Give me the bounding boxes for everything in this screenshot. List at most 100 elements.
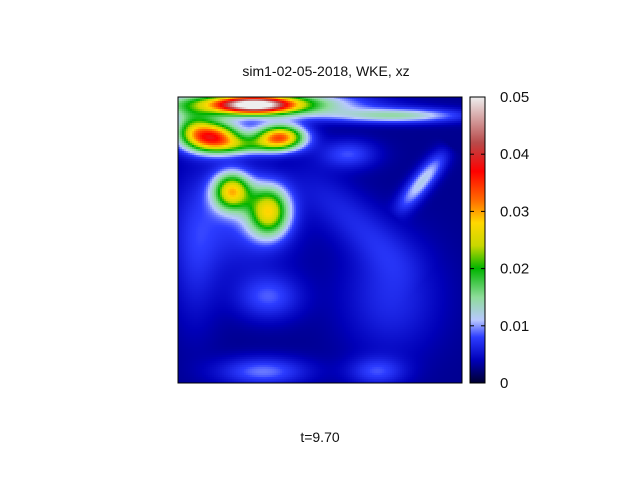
heatmap-cell: [248, 157, 251, 160]
heatmap-cell: [390, 159, 393, 162]
heatmap-cell: [382, 107, 385, 110]
heatmap-cell: [314, 107, 317, 110]
heatmap-cell: [246, 131, 249, 134]
heatmap-cell: [370, 147, 373, 150]
heatmap-cell: [456, 105, 459, 108]
heatmap-cell: [364, 153, 367, 156]
heatmap-cell: [428, 141, 431, 144]
heatmap-cell: [246, 157, 249, 160]
heatmap-cell: [298, 133, 301, 136]
heatmap-cell: [216, 145, 219, 148]
heatmap-cell: [222, 121, 225, 124]
heatmap-cell: [418, 141, 421, 144]
heatmap-cell: [212, 131, 215, 134]
heatmap-cell: [402, 129, 405, 132]
heatmap-cell: [460, 137, 463, 140]
heatmap-cell: [382, 129, 385, 132]
heatmap-cell: [252, 153, 255, 156]
heatmap-cell: [292, 153, 295, 156]
heatmap-cell: [284, 131, 287, 134]
heatmap-cell: [254, 163, 257, 166]
heatmap-cell: [202, 115, 205, 118]
heatmap-cell: [272, 145, 275, 148]
heatmap-cell: [456, 159, 459, 162]
heatmap-cell: [344, 161, 347, 164]
heatmap-cell: [256, 119, 259, 122]
heatmap-cell: [282, 145, 285, 148]
heatmap-cell: [262, 153, 265, 156]
heatmap-cell: [232, 113, 235, 116]
heatmap-cell: [206, 111, 209, 114]
heatmap-cell: [332, 131, 335, 134]
heatmap-cell: [428, 153, 431, 156]
heatmap-cell: [418, 123, 421, 126]
heatmap-cell: [334, 121, 337, 124]
heatmap-cell: [222, 105, 225, 108]
heatmap-cell: [206, 159, 209, 162]
heatmap-cell: [178, 99, 181, 102]
heatmap-cell: [242, 159, 245, 162]
heatmap-cell: [216, 155, 219, 158]
heatmap-cell: [448, 163, 451, 166]
heatmap-cell: [302, 137, 305, 140]
heatmap-cell: [448, 139, 451, 142]
heatmap-cell: [446, 113, 449, 116]
heatmap-cell: [290, 163, 293, 166]
heatmap-cell: [324, 129, 327, 132]
heatmap-cell: [260, 135, 263, 138]
heatmap-cell: [194, 123, 197, 126]
heatmap-cell: [390, 107, 393, 110]
heatmap-cell: [374, 141, 377, 144]
heatmap-cell: [352, 153, 355, 156]
heatmap-cell: [266, 111, 269, 114]
heatmap-cell: [416, 101, 419, 104]
heatmap-cell: [366, 147, 369, 150]
heatmap-cell: [460, 153, 463, 156]
heatmap-cell: [244, 137, 247, 140]
heatmap-cell: [374, 163, 377, 166]
heatmap-cell: [200, 135, 203, 138]
heatmap-cell: [312, 145, 315, 148]
heatmap-cell: [190, 125, 193, 128]
heatmap-cell: [268, 137, 271, 140]
heatmap-cell: [424, 127, 427, 130]
heatmap-cell: [262, 165, 265, 168]
heatmap-cell: [288, 135, 291, 138]
heatmap-cell: [290, 165, 293, 168]
heatmap-cell: [360, 101, 363, 104]
heatmap-cell: [234, 153, 237, 156]
heatmap-cell: [236, 101, 239, 104]
heatmap-cell: [348, 143, 351, 146]
heatmap-cell: [440, 133, 443, 136]
heatmap-cell: [294, 107, 297, 110]
heatmap-cell: [250, 141, 253, 144]
heatmap-cell: [456, 153, 459, 156]
heatmap-cell: [370, 119, 373, 122]
heatmap-cell: [422, 125, 425, 128]
heatmap-cell: [260, 139, 263, 142]
heatmap-cell: [278, 137, 281, 140]
heatmap-cell: [190, 117, 193, 120]
heatmap-cell: [374, 115, 377, 118]
heatmap-cell: [206, 151, 209, 154]
heatmap-cell: [404, 109, 407, 112]
heatmap-cell: [228, 105, 231, 108]
heatmap-cell: [266, 137, 269, 140]
heatmap-cell: [418, 101, 421, 104]
heatmap-cell: [442, 149, 445, 152]
heatmap-cell: [428, 105, 431, 108]
heatmap-cell: [402, 97, 405, 100]
heatmap-cell: [324, 117, 327, 120]
heatmap-cell: [326, 135, 329, 138]
heatmap-cell: [408, 137, 411, 140]
heatmap-cell: [238, 155, 241, 158]
heatmap-cell: [232, 135, 235, 138]
heatmap-cell: [200, 117, 203, 120]
heatmap-cell: [334, 155, 337, 158]
heatmap-cell: [280, 137, 283, 140]
heatmap-cell: [432, 143, 435, 146]
heatmap-cell: [226, 139, 229, 142]
heatmap-cell: [418, 113, 421, 116]
heatmap-cell: [380, 111, 383, 114]
heatmap-cell: [244, 109, 247, 112]
